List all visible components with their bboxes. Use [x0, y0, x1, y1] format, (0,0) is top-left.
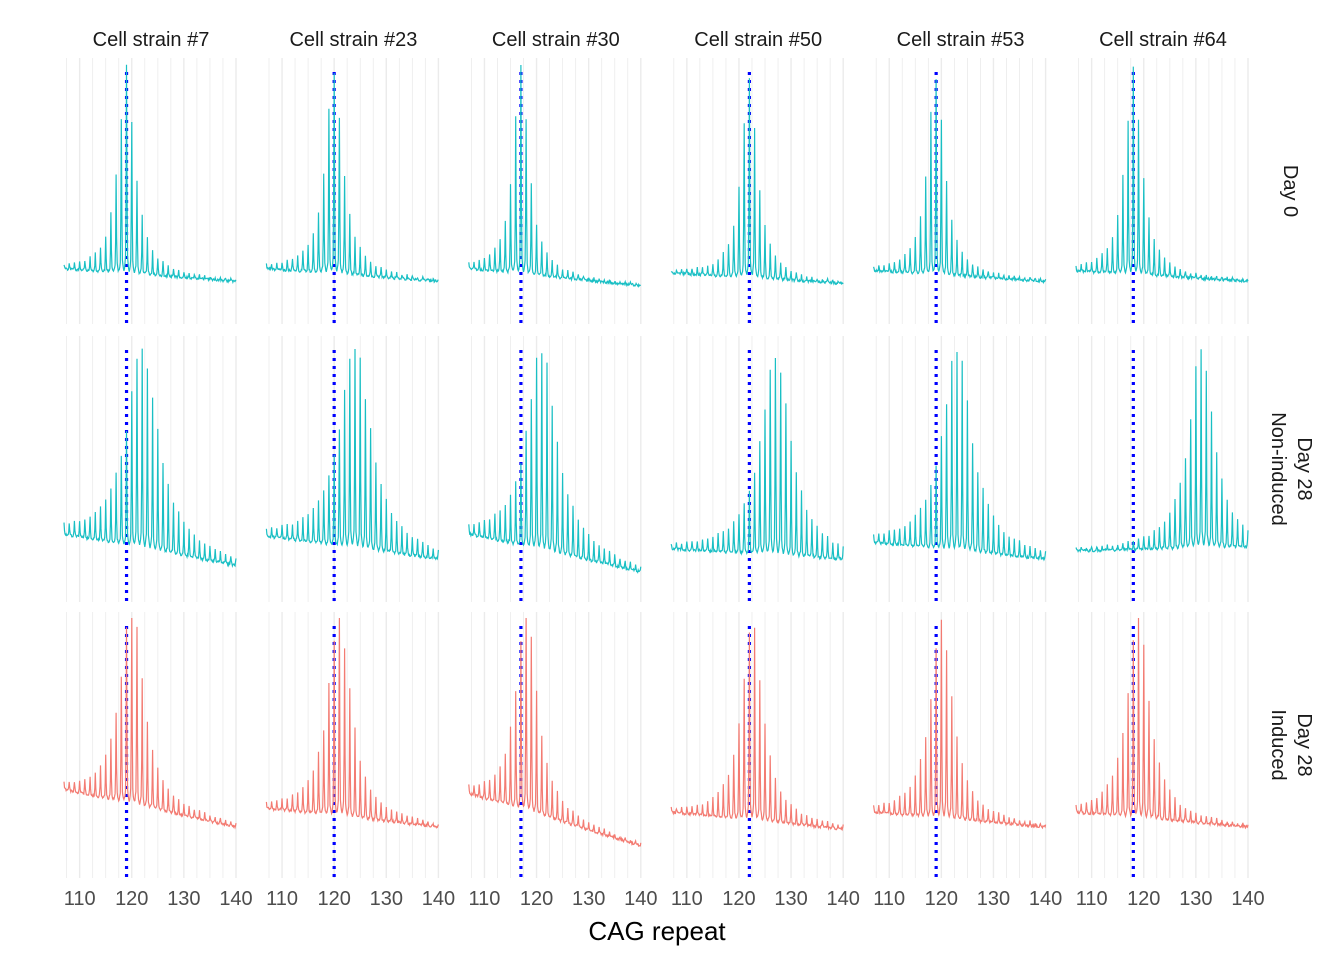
column-strip-label: Cell strain #50 [694, 29, 822, 51]
fragment-trace [670, 627, 844, 832]
x-tick-label: 110 [64, 888, 96, 910]
x-tick-label: 120 [722, 888, 755, 910]
fragment-trace [468, 64, 642, 288]
column-strip-label: Cell strain #64 [1099, 29, 1227, 51]
x-tick-label: 110 [266, 888, 298, 910]
x-tick-label: 130 [1179, 888, 1212, 910]
fragment-trace [873, 79, 1047, 285]
fragment-trace [670, 78, 844, 286]
x-axis-title: CAG repeat [588, 916, 726, 946]
row-strip-label: Day 0 [1279, 165, 1301, 217]
x-tick-label: 120 [1127, 888, 1160, 910]
column-strip-label: Cell strain #23 [289, 29, 417, 51]
x-tick-label: 140 [1029, 888, 1062, 910]
fragment-trace [265, 617, 439, 829]
fragment-trace [265, 348, 439, 561]
x-tick-label: 140 [219, 888, 252, 910]
row-strip-label: Day 28 [1293, 713, 1315, 776]
x-tick-label: 130 [977, 888, 1010, 910]
x-tick-label: 120 [317, 888, 350, 910]
fragment-trace [468, 353, 642, 574]
row-strip-label: Non-induced [1267, 412, 1289, 525]
fragment-trace [63, 617, 237, 830]
row-strip-label: Induced [1267, 709, 1289, 780]
reference-line-layer [124, 72, 1135, 878]
fragment-trace [468, 617, 642, 848]
column-strip-labels: Cell strain #7 Cell strain #23 Cell strain… [93, 29, 1227, 51]
row-strip-label: Day 28 [1293, 437, 1315, 500]
fragment-trace [873, 619, 1047, 830]
x-tick-label: 120 [115, 888, 148, 910]
column-strip-label: Cell strain #7 [93, 29, 210, 51]
fragment-trace [63, 348, 237, 568]
fragment-trace [63, 64, 237, 285]
x-tick-label: 130 [572, 888, 605, 910]
fragment-trace [265, 73, 439, 284]
grid-layer [66, 58, 1249, 878]
x-tick-label: 130 [370, 888, 403, 910]
fragment-trace [1075, 349, 1249, 554]
x-tick-label: 110 [873, 888, 905, 910]
fragment-trace [1075, 617, 1249, 830]
trace-layer [63, 64, 1249, 848]
x-tick-label: 140 [624, 888, 657, 910]
column-strip-label: Cell strain #30 [492, 29, 620, 51]
x-tick-label: 120 [925, 888, 958, 910]
x-tick-labels: 110 120 130 140 110 120 130 140 110 120 130 140 110 1… [64, 888, 1265, 910]
x-tick-label: 120 [520, 888, 553, 910]
x-tick-label: 110 [468, 888, 500, 910]
x-tick-label: 110 [671, 888, 703, 910]
fragment-trace [1075, 66, 1249, 284]
x-tick-label: 140 [422, 888, 455, 910]
fragment-trace [873, 351, 1047, 562]
x-tick-label: 130 [167, 888, 200, 910]
fragment-trace [670, 357, 844, 562]
x-tick-label: 140 [1231, 888, 1264, 910]
x-tick-label: 130 [774, 888, 807, 910]
x-tick-label: 110 [1076, 888, 1108, 910]
column-strip-label: Cell strain #53 [897, 29, 1025, 51]
x-tick-label: 140 [827, 888, 860, 910]
